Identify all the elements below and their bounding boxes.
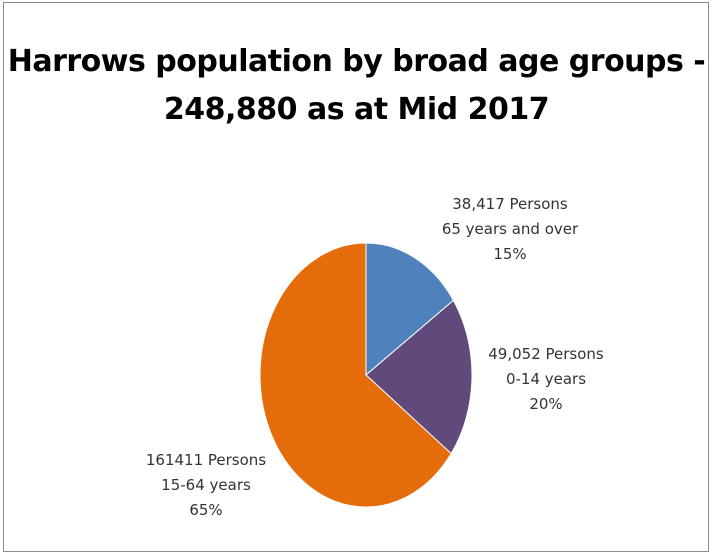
chart-title-line-2: 248,880 as at Mid 2017 xyxy=(163,92,550,127)
slice-label-65-and-over-percent: 15% xyxy=(493,245,527,263)
pie-slices xyxy=(259,242,473,508)
slice-label-15-64-category: 15-64 years xyxy=(161,476,251,494)
pie-slice-65-years-and-over xyxy=(365,242,455,377)
chart-title: Harrows population by broad age groups -… xyxy=(0,38,713,134)
chart-title-line-1: Harrows population by broad age groups - xyxy=(7,44,706,79)
slice-label-65-and-over: 38,417 Persons 65 years and over 15% xyxy=(430,192,590,267)
slice-label-15-64-persons: 161411 Persons xyxy=(145,451,267,469)
slice-label-0-14-percent: 20% xyxy=(529,395,563,413)
slice-label-15-64-percent: 65% xyxy=(189,501,223,519)
slice-label-65-and-over-category: 65 years and over xyxy=(441,220,579,238)
pie-slice-15-64-years xyxy=(259,242,452,508)
pie-slice-0-14-years xyxy=(365,299,473,455)
slice-label-0-14-persons: 49,052 Persons xyxy=(488,345,604,363)
slice-label-0-14: 49,052 Persons 0-14 years 20% xyxy=(461,342,631,417)
slice-label-65-and-over-persons: 38,417 Persons xyxy=(452,195,568,213)
slice-label-0-14-category: 0-14 years xyxy=(505,370,587,388)
slice-label-15-64: 161411 Persons 15-64 years 65% xyxy=(126,448,286,523)
